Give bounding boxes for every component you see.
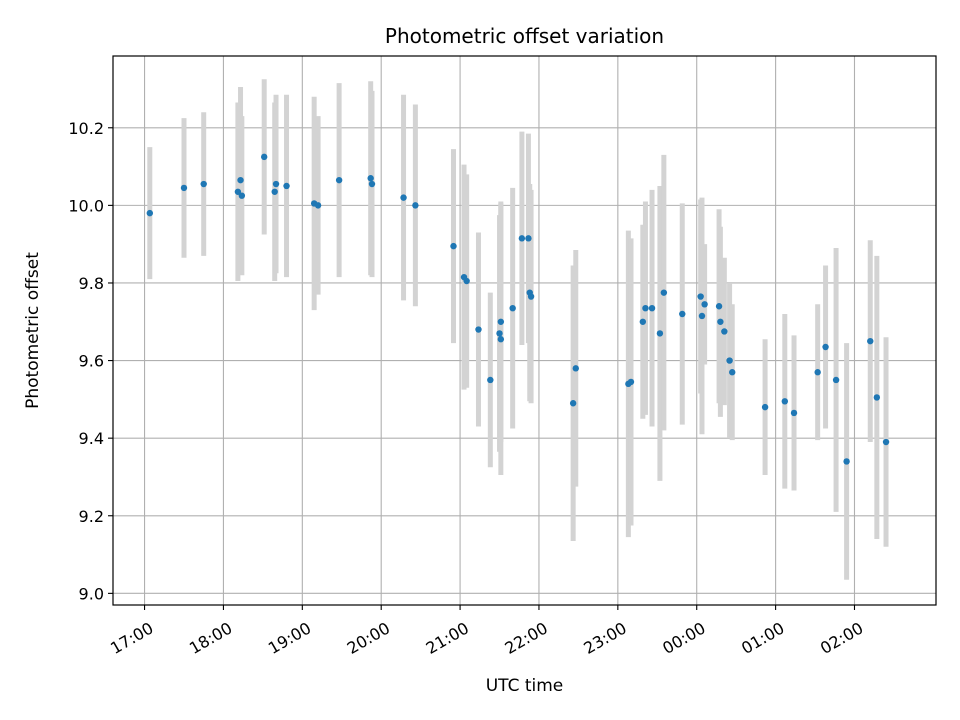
y-tick-label: 9.8 xyxy=(79,274,104,293)
y-tick-label: 9.0 xyxy=(79,584,104,603)
x-tick-label: 00:00 xyxy=(659,618,708,658)
data-points xyxy=(146,153,890,465)
data-point xyxy=(660,289,668,296)
data-point xyxy=(314,202,322,209)
y-tick-label: 9.4 xyxy=(79,429,104,448)
data-point xyxy=(843,458,850,465)
data-point xyxy=(272,180,280,188)
data-point xyxy=(271,188,278,195)
data-point xyxy=(627,378,635,386)
data-point xyxy=(237,176,244,184)
x-tick-label: 22:00 xyxy=(502,618,551,658)
data-point xyxy=(180,184,188,192)
data-point xyxy=(697,293,704,300)
data-point xyxy=(698,312,706,320)
data-point xyxy=(412,202,419,209)
data-point xyxy=(509,304,516,312)
data-point xyxy=(882,438,890,446)
x-axis: 17:00 18:00 19:00 20:00 21:00 22:00 23:00 00:00… xyxy=(107,605,866,658)
data-point xyxy=(368,180,376,188)
data-point xyxy=(450,242,457,250)
x-tick-label: 23:00 xyxy=(580,618,629,658)
x-tick-label: 02:00 xyxy=(817,618,866,658)
data-point xyxy=(200,180,207,188)
data-point xyxy=(822,343,829,351)
x-tick-label: 01:00 xyxy=(738,618,787,658)
chart-title: Photometric offset variation xyxy=(385,24,664,48)
data-point xyxy=(572,365,579,372)
data-point xyxy=(400,194,407,201)
data-point xyxy=(639,318,647,325)
y-tick-label: 9.2 xyxy=(79,507,104,526)
x-tick-label: 17:00 xyxy=(107,618,156,658)
data-point xyxy=(234,188,242,195)
x-tick-label: 18:00 xyxy=(186,618,235,658)
plot-frame xyxy=(112,55,937,606)
y-tick-label: 10.2 xyxy=(68,119,104,138)
data-point xyxy=(146,209,154,217)
data-point xyxy=(487,376,494,384)
data-point xyxy=(527,293,535,300)
data-point xyxy=(790,409,798,417)
x-tick-label: 20:00 xyxy=(344,618,393,658)
grid xyxy=(113,56,936,605)
x-axis-title: UTC time xyxy=(486,676,564,696)
data-point xyxy=(518,235,526,242)
data-point xyxy=(335,176,343,184)
data-point xyxy=(717,318,724,325)
data-point xyxy=(814,369,821,376)
data-point xyxy=(873,394,881,401)
data-point xyxy=(475,326,482,333)
data-point xyxy=(761,403,769,411)
data-point xyxy=(729,369,736,376)
data-point xyxy=(497,336,505,343)
data-point xyxy=(726,357,733,364)
data-point xyxy=(679,310,686,318)
data-point xyxy=(721,328,728,335)
data-point xyxy=(656,330,664,337)
data-point xyxy=(642,304,649,312)
data-point xyxy=(496,330,503,337)
y-tick-label: 10.0 xyxy=(68,196,104,215)
data-point xyxy=(260,153,268,161)
data-point xyxy=(781,398,789,405)
data-point xyxy=(238,192,246,199)
data-point xyxy=(715,303,723,310)
x-tick-label: 19:00 xyxy=(265,618,314,658)
data-point xyxy=(569,400,577,407)
x-tick-label: 21:00 xyxy=(423,618,472,658)
data-point xyxy=(497,318,505,325)
data-point xyxy=(283,182,290,190)
data-point xyxy=(463,277,470,285)
data-point xyxy=(367,175,374,182)
data-point xyxy=(648,304,656,312)
data-point xyxy=(867,337,874,345)
data-point xyxy=(525,235,532,242)
data-point xyxy=(832,376,840,384)
y-tick-label: 9.6 xyxy=(79,352,104,371)
y-axis-title: Photometric offset xyxy=(23,252,43,409)
data-point xyxy=(701,301,708,308)
y-axis: 9.0 9.2 9.4 9.6 9.8 10.0 10.2 xyxy=(68,119,113,603)
